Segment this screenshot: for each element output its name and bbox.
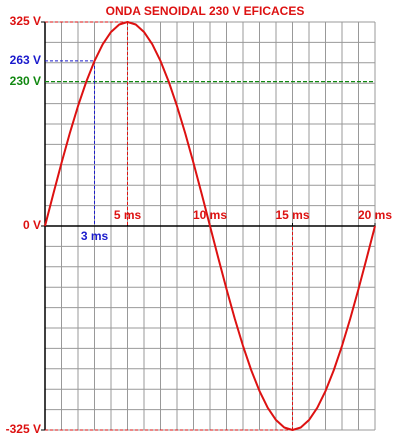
reference-label: 230 V (10, 74, 41, 88)
y-tick-label: 0 V (23, 218, 41, 232)
y-tick-label: -325 V (6, 422, 41, 436)
y-tick-label: 325 V (10, 14, 41, 28)
x-tick-label: 20 ms (358, 208, 392, 222)
x-tick-label: 5 ms (114, 208, 142, 222)
marker-label: 263 V (10, 53, 41, 67)
marker-label: 3 ms (81, 229, 109, 243)
line-series (44, 21, 376, 431)
chart-title: ONDA SENOIDAL 230 V EFICACES (106, 4, 305, 18)
x-tick-label: 15 ms (275, 208, 309, 222)
x-tick-label: 10 ms (193, 208, 227, 222)
